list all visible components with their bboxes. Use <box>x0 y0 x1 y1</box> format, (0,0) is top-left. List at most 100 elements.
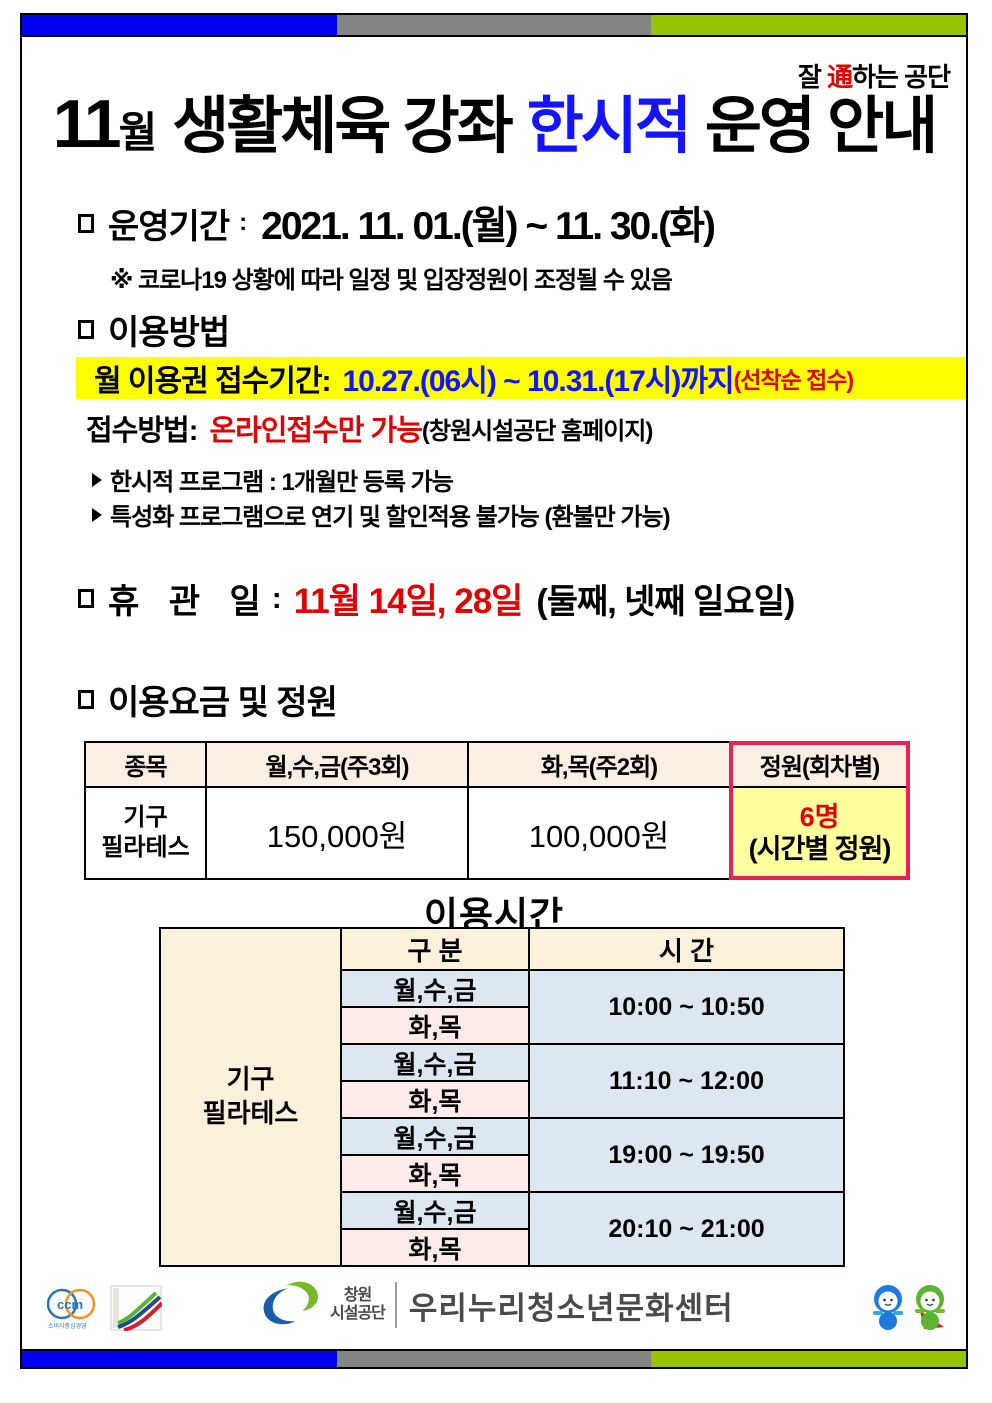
fees-section-row: 이용요금 및 정원 <box>78 675 338 724</box>
closed-days-row: 휴 관 일 : 11월 14일, 28일 (둘째, 넷째 일요일) <box>78 573 795 624</box>
bottom-stripe <box>22 1349 967 1367</box>
reception-method-label: 접수방법: <box>86 415 198 447</box>
schedule-day-row: 화,목 <box>340 1080 528 1117</box>
slogan-tong-character: 通 <box>827 62 853 92</box>
ccm-text: ccm <box>57 1297 83 1312</box>
operating-period-colon: : <box>239 209 248 236</box>
title-month-number: 11 <box>52 86 122 162</box>
fee-capacity-cell: 6명 (시간별 정원) <box>729 788 908 878</box>
square-bullet-icon <box>78 320 94 339</box>
footer-divider <box>394 1282 397 1328</box>
schedule-item-line2: 필라테스 <box>202 1098 299 1128</box>
schedule-time-cell: 20:10 ~ 21:00 <box>528 1191 843 1265</box>
closed-days-note: (둘째, 넷째 일요일) <box>536 583 795 621</box>
mascot-green <box>915 1285 945 1330</box>
homepage-note: (창원시설공단 홈페이지) <box>421 417 653 445</box>
title-tail: 운영 안내 <box>704 92 938 161</box>
square-bullet-icon <box>78 213 94 233</box>
cert-blue-ribbon <box>117 1295 162 1329</box>
top-stripe-gray-segment <box>336 15 652 35</box>
schedule-item-line1: 기구 <box>226 1064 275 1095</box>
usage-method-label: 이용방법 <box>108 314 230 352</box>
mascot-blue <box>873 1285 903 1330</box>
schedule-time-cell: 11:10 ~ 12:00 <box>528 1043 843 1117</box>
top-stripe <box>22 15 967 37</box>
ccm-subtext: 소비자중심경영 <box>48 1322 87 1330</box>
org-name-line2: 시설공단 <box>330 1305 386 1322</box>
schedule-day-row: 월,수,금 <box>340 1043 528 1080</box>
fee-capacity-count: 6명 <box>799 801 840 832</box>
first-come-note: (선착순 접수) <box>733 367 855 393</box>
fee-item-line2: 필라테스 <box>101 834 190 861</box>
bottom-stripe-green-segment <box>651 1351 967 1367</box>
page-title: 11월 생활체육 강좌 한시적 운영 안내 <box>22 86 966 162</box>
operating-period-value: 2021. 11. 01.(월) ~ 11. 30.(화) <box>261 205 716 248</box>
top-stripe-blue-segment <box>22 15 337 35</box>
fee-header-capacity: 정원(회차별) <box>729 743 908 788</box>
program-note-1: 한시적 프로그램 : 1개월만 등록 가능 <box>92 462 454 497</box>
cert-barcode <box>113 1288 119 1328</box>
fee-price-mwf: 150,000원 <box>205 788 467 878</box>
fee-header-tt: 화,목(주2회) <box>467 743 729 788</box>
online-only-text: 온라인접수만 가능 <box>209 415 422 447</box>
reception-period-highlight: 월 이용권 접수기간: 10.27.(06시) ~ 10.31.(17시)까지 … <box>76 357 966 399</box>
fee-header-mwf: 월,수,금(주3회) <box>205 743 467 788</box>
covid-note: ※ 코로나19 상황에 따라 일정 및 입장정원이 조정될 수 있음 <box>110 267 673 294</box>
certification-logo <box>110 1285 164 1336</box>
slogan-part2: 하는 공단 <box>852 62 951 92</box>
schedule-day-row: 월,수,금 <box>340 1191 528 1228</box>
fee-header-item: 종목 <box>86 743 205 788</box>
ccm-circle-blue <box>46 1288 78 1320</box>
mascot-characters <box>868 1281 956 1338</box>
closed-days-colon: : <box>271 581 282 615</box>
square-bullet-icon <box>78 690 94 709</box>
schedule-header-division: 구 분 <box>340 929 528 969</box>
org-name-line1: 창원 <box>343 1286 372 1304</box>
schedule-day-row: 화,목 <box>340 1228 528 1265</box>
title-month-suffix: 월 <box>118 109 158 156</box>
title-middle: 생활체육 강좌 <box>172 92 513 161</box>
cert-green-ribbon <box>117 1291 158 1325</box>
schedule-time-cell: 19:00 ~ 19:50 <box>528 1117 843 1191</box>
reception-period-label: 월 이용권 접수기간: <box>94 365 331 398</box>
triangle-bullet-icon <box>92 472 102 487</box>
fees-section-label: 이용요금 및 정원 <box>108 684 338 722</box>
schedule-day-row: 월,수,금 <box>340 969 528 1006</box>
slogan-part1: 잘 <box>797 62 822 92</box>
fee-table: 종목 월,수,금(주3회) 화,목(주2회) 정원(회차별) 기구 필라테스 1… <box>84 741 910 880</box>
triangle-bullet-icon <box>92 507 102 522</box>
cert-red-ribbon <box>123 1301 164 1332</box>
usage-method-row: 이용방법 <box>78 305 230 354</box>
poster-page: 잘 通하는 공단 11월 생활체육 강좌 한시적 운영 안내 운영기간 : 2021.… <box>20 13 968 1369</box>
program-note-2: 특성화 프로그램으로 연기 및 할인적용 불가능 (환불만 가능) <box>92 497 671 532</box>
top-stripe-green-segment <box>651 15 967 35</box>
operating-period-label: 운영기간 <box>108 207 230 246</box>
reception-period-dates: 10.27.(06시) ~ 10.31.(17시)까지 <box>342 365 734 398</box>
reception-method-row: 접수방법: 온라인접수만 가능 (창원시설공단 홈페이지) <box>86 407 653 449</box>
youth-center-name: 우리누리청소년문화센터 <box>408 1290 734 1326</box>
fee-table-grid: 종목 월,수,금(주3회) 화,목(주2회) 정원(회차별) 기구 필라테스 1… <box>84 741 910 880</box>
fee-item-cell: 기구 필라테스 <box>86 788 205 878</box>
operating-period-row: 운영기간 : 2021. 11. 01.(월) ~ 11. 30.(화) <box>78 195 716 251</box>
closed-days-dates: 11월 14일, 28일 <box>293 582 524 621</box>
ccm-circle-orange <box>64 1288 96 1320</box>
schedule-item-cell: 기구 필라테스 <box>161 929 340 1265</box>
square-bullet-icon <box>78 589 94 608</box>
bottom-stripe-blue-segment <box>22 1351 337 1367</box>
program-note-1-text: 한시적 프로그램 : 1개월만 등록 가능 <box>110 469 454 496</box>
closed-days-label: 휴 관 일 <box>108 583 261 621</box>
schedule-day-row: 월,수,금 <box>340 1117 528 1154</box>
bottom-stripe-gray-segment <box>336 1351 652 1367</box>
fee-item-line1: 기구 <box>123 804 168 831</box>
title-highlight: 한시적 <box>526 92 692 161</box>
schedule-day-row: 화,목 <box>340 1006 528 1043</box>
program-note-2-text: 특성화 프로그램으로 연기 및 할인적용 불가능 (환불만 가능) <box>110 504 671 531</box>
schedule-day-row: 화,목 <box>340 1154 528 1191</box>
changwon-swoosh-icon <box>263 1281 319 1325</box>
ccm-logo: ccm 소비자중심경영 <box>38 1287 106 1336</box>
corporation-slogan: 잘 通하는 공단 <box>797 57 951 94</box>
changwon-org-name: 창원 시설공단 <box>330 1286 386 1324</box>
schedule-header-time: 시 간 <box>528 929 843 969</box>
schedule-table: 기구 필라테스 구 분 시 간 월,수,금 화,목 월,수,금 화,목 월,수,… <box>159 927 845 1267</box>
center-logo-block: 창원 시설공단 우리누리청소년문화센터 <box>252 1277 734 1333</box>
